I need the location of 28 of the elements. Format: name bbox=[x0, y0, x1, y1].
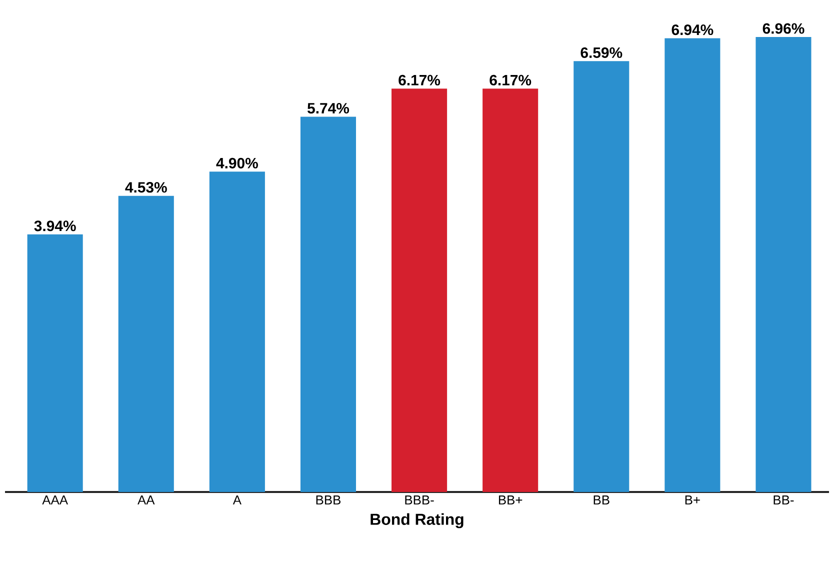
data-label: 6.94% bbox=[672, 24, 714, 36]
x-tick-label: BB- bbox=[774, 496, 794, 504]
bar bbox=[392, 88, 448, 492]
data-label: 6.17% bbox=[398, 74, 440, 86]
data-label: 4.90% bbox=[216, 158, 258, 168]
bar bbox=[482, 88, 538, 492]
x-tick-label: BBB- bbox=[405, 496, 434, 504]
x-tick-label: A bbox=[232, 496, 242, 504]
x-tick-label: AAA bbox=[42, 496, 68, 504]
data-label: 3.94% bbox=[34, 220, 76, 232]
data-label: 6.59% bbox=[580, 47, 622, 58]
bar bbox=[27, 234, 83, 492]
data-label: 6.17% bbox=[490, 74, 532, 86]
x-tick-label: B+ bbox=[685, 496, 700, 504]
data-label: 4.53% bbox=[125, 182, 167, 193]
x-axis-title: Bond Rating bbox=[370, 513, 464, 528]
data-label: 5.74% bbox=[308, 103, 350, 114]
bar bbox=[300, 116, 356, 492]
x-tick-label: BBB bbox=[316, 496, 341, 504]
bar bbox=[756, 36, 812, 492]
bar bbox=[118, 196, 174, 492]
bar bbox=[574, 61, 630, 492]
bar bbox=[664, 38, 720, 492]
bar bbox=[209, 172, 265, 492]
x-tick-label: BB+ bbox=[498, 496, 522, 504]
x-tick-label: BB bbox=[594, 496, 610, 504]
x-tick-label: AA bbox=[138, 496, 155, 504]
data-label: 6.96% bbox=[762, 23, 804, 34]
